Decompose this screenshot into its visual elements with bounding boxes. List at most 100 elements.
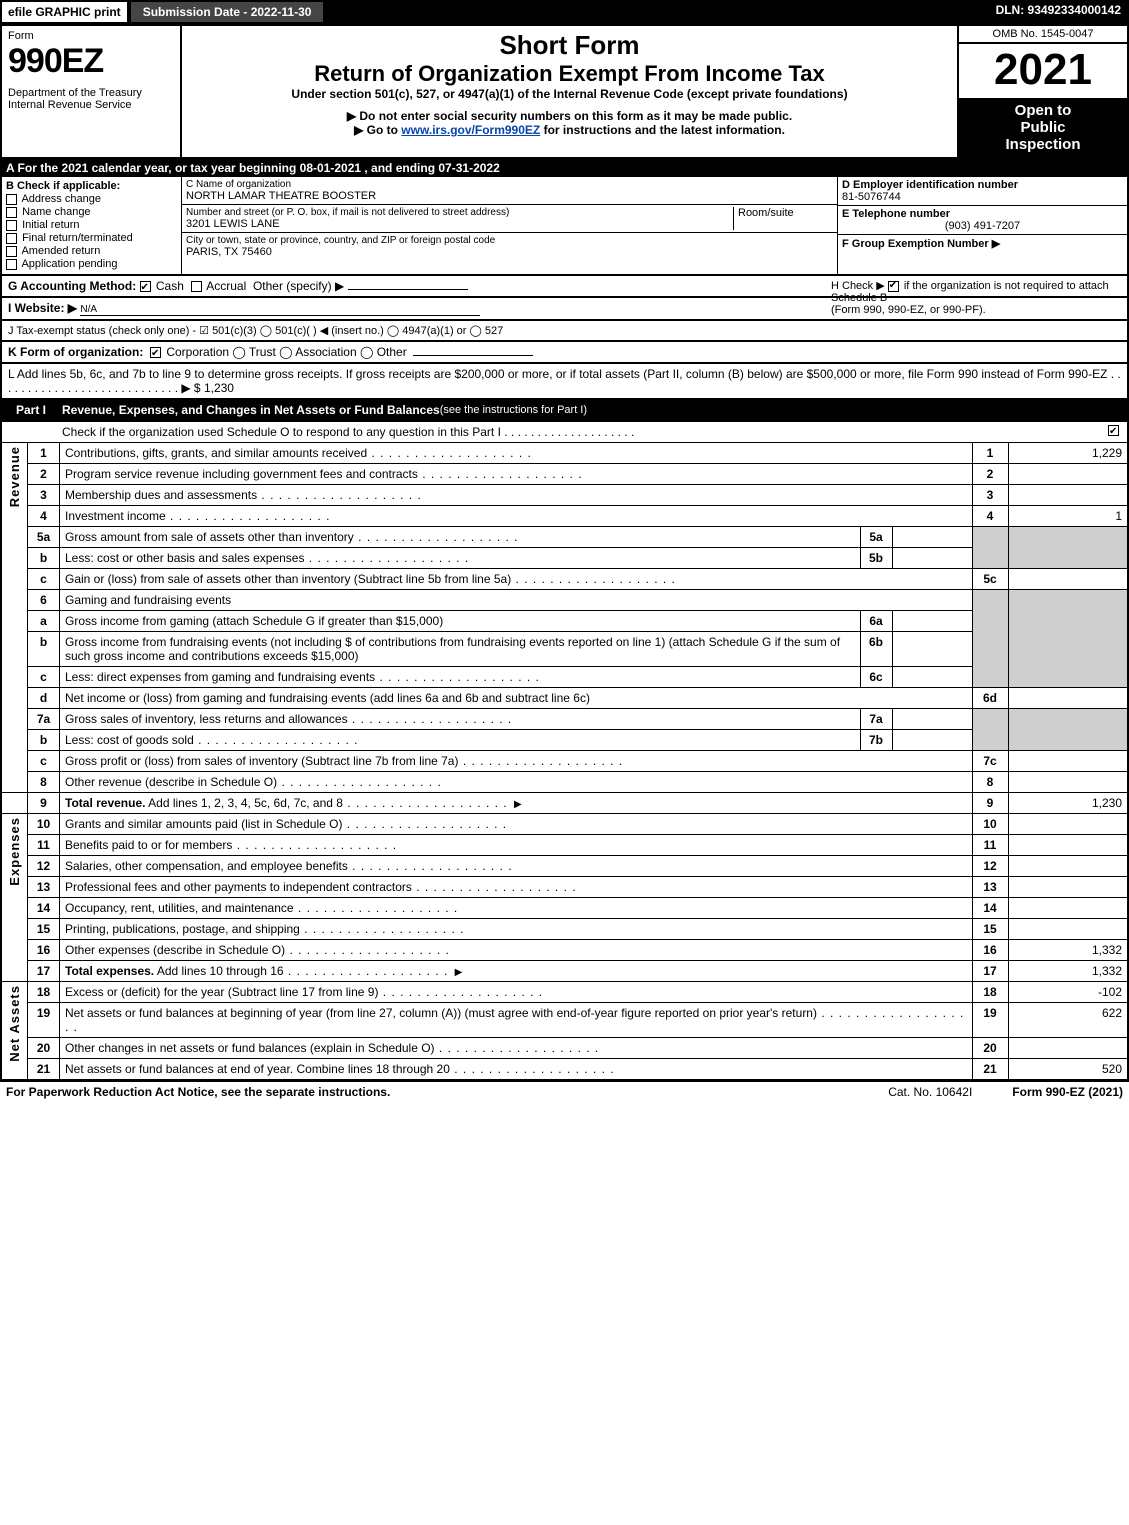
chk-name-change[interactable]: Name change: [6, 206, 177, 218]
part1-check-text: Check if the organization used Schedule …: [62, 425, 634, 439]
g-label: G Accounting Method:: [8, 279, 136, 293]
i-label: I Website: ▶: [8, 301, 77, 315]
part1-header: Part I Revenue, Expenses, and Changes in…: [0, 400, 1129, 422]
inspect2: Public: [963, 119, 1123, 136]
b-checkboxes: B Check if applicable: Address change Na…: [2, 177, 182, 274]
line-7b: bLess: cost of goods sold7b: [1, 730, 1128, 751]
line-5b: bLess: cost or other basis and sales exp…: [1, 548, 1128, 569]
line-6a: aGross income from gaming (attach Schedu…: [1, 611, 1128, 632]
footer-form: Form 990-EZ (2021): [1012, 1085, 1123, 1099]
goto-note: ▶ Go to www.irs.gov/Form990EZ for instru…: [188, 123, 951, 137]
chk-schedule-o[interactable]: [1108, 425, 1119, 436]
chk-accrual[interactable]: [191, 281, 202, 292]
part1-check-row: Check if the organization used Schedule …: [0, 422, 1129, 442]
street-address: 3201 LEWIS LANE: [186, 218, 733, 230]
irs-label: Internal Revenue Service: [8, 99, 174, 111]
line-6c: cLess: direct expenses from gaming and f…: [1, 667, 1128, 688]
chk-initial-return[interactable]: Initial return: [6, 219, 177, 231]
open-to-public: Open to Public Inspection: [959, 98, 1127, 157]
header-center: Short Form Return of Organization Exempt…: [182, 26, 957, 157]
line-13: 13Professional fees and other payments t…: [1, 877, 1128, 898]
city-row: City or town, state or province, country…: [182, 233, 837, 260]
return-title: Return of Organization Exempt From Incom…: [188, 61, 951, 87]
b-label: B Check if applicable:: [6, 180, 120, 192]
line-20: 20Other changes in net assets or fund ba…: [1, 1038, 1128, 1059]
phone: (903) 491-7207: [842, 220, 1123, 232]
chk-h[interactable]: [888, 281, 899, 292]
chk-address-change[interactable]: Address change: [6, 193, 177, 205]
e-label: E Telephone number: [842, 208, 950, 220]
tax-year: 2021: [959, 44, 1127, 98]
city-state-zip: PARIS, TX 75460: [186, 246, 833, 258]
g-other-input[interactable]: [348, 289, 468, 290]
line-11: 11Benefits paid to or for members11: [1, 835, 1128, 856]
f-label: F Group Exemption Number ▶: [842, 238, 1000, 250]
g-row: G Accounting Method: Cash Accrual Other …: [0, 276, 1129, 298]
part1-title: Revenue, Expenses, and Changes in Net As…: [62, 403, 440, 417]
line-2: 2Program service revenue including gover…: [1, 464, 1128, 485]
line-19: 19Net assets or fund balances at beginni…: [1, 1003, 1128, 1038]
chk-amended-return[interactable]: Amended return: [6, 245, 177, 257]
dln: DLN: 93492334000142: [988, 0, 1129, 24]
line-1: Revenue 1Contributions, gifts, grants, a…: [1, 443, 1128, 464]
f-row: F Group Exemption Number ▶: [838, 235, 1127, 252]
street-label: Number and street (or P. O. box, if mail…: [186, 207, 733, 218]
street-row: Number and street (or P. O. box, if mail…: [182, 205, 837, 233]
line-10: Expenses 10Grants and similar amounts pa…: [1, 814, 1128, 835]
chk-application-pending[interactable]: Application pending: [6, 258, 177, 270]
line-5c: cGain or (loss) from sale of assets othe…: [1, 569, 1128, 590]
ein: 81-5076744: [842, 191, 1123, 203]
city-label: City or town, state or province, country…: [186, 235, 833, 246]
header-left: Form 990EZ Department of the Treasury In…: [2, 26, 182, 157]
inspect3: Inspection: [963, 136, 1123, 153]
d-label: D Employer identification number: [842, 179, 1018, 191]
l-text: L Add lines 5b, 6c, and 7b to line 9 to …: [8, 367, 1121, 395]
line-4: 4Investment income41: [1, 506, 1128, 527]
efile-print-label[interactable]: efile GRAPHIC print: [0, 0, 129, 24]
part1-sub: (see the instructions for Part I): [440, 404, 587, 416]
line-8: 8Other revenue (describe in Schedule O)8: [1, 772, 1128, 793]
k-row: K Form of organization: Corporation ◯ Tr…: [0, 342, 1129, 364]
line-6d: dNet income or (loss) from gaming and fu…: [1, 688, 1128, 709]
line-18: Net Assets 18Excess or (deficit) for the…: [1, 982, 1128, 1003]
form-header: Form 990EZ Department of the Treasury In…: [0, 24, 1129, 159]
ssn-warning: ▶ Do not enter social security numbers o…: [188, 109, 951, 123]
room-suite-label: Room/suite: [733, 207, 833, 230]
chk-corporation[interactable]: [150, 347, 161, 358]
topbar: efile GRAPHIC print Submission Date - 20…: [0, 0, 1129, 24]
header-right: OMB No. 1545-0047 2021 Open to Public In…: [957, 26, 1127, 157]
l-row: L Add lines 5b, 6c, and 7b to line 9 to …: [0, 364, 1129, 400]
k-other-input[interactable]: [413, 355, 533, 356]
d-row: D Employer identification number 81-5076…: [838, 177, 1127, 206]
line-17: 17Total expenses. Add lines 10 through 1…: [1, 961, 1128, 982]
e-row: E Telephone number (903) 491-7207: [838, 206, 1127, 235]
irs-link[interactable]: www.irs.gov/Form990EZ: [401, 123, 540, 137]
footer-left: For Paperwork Reduction Act Notice, see …: [6, 1085, 390, 1099]
i-row: I Website: ▶ N/A: [0, 298, 1129, 321]
line-21: 21Net assets or fund balances at end of …: [1, 1059, 1128, 1081]
line-16: 16Other expenses (describe in Schedule O…: [1, 940, 1128, 961]
netassets-side-label: Net Assets: [1, 982, 28, 1081]
inspect1: Open to: [963, 102, 1123, 119]
line-7a: 7aGross sales of inventory, less returns…: [1, 709, 1128, 730]
line-3: 3Membership dues and assessments3: [1, 485, 1128, 506]
chk-cash[interactable]: [140, 281, 151, 292]
part1-lines-table: Revenue 1Contributions, gifts, grants, a…: [0, 442, 1129, 1081]
row-a-tax-year: A For the 2021 calendar year, or tax yea…: [0, 159, 1129, 177]
g-other: Other (specify) ▶: [253, 279, 344, 293]
expenses-side-label: Expenses: [1, 814, 28, 982]
line-9: 9Total revenue. Add lines 1, 2, 3, 4, 5c…: [1, 793, 1128, 814]
line-6b: bGross income from fundraising events (n…: [1, 632, 1128, 667]
c-name-row: C Name of organization NORTH LAMAR THEAT…: [182, 177, 837, 205]
b-right: D Employer identification number 81-5076…: [837, 177, 1127, 274]
k-label: K Form of organization:: [8, 345, 143, 359]
submission-date: Submission Date - 2022-11-30: [129, 0, 326, 24]
chk-final-return[interactable]: Final return/terminated: [6, 232, 177, 244]
c-label: C Name of organization: [186, 179, 833, 190]
l-amount: 1,230: [204, 381, 234, 395]
under-section: Under section 501(c), 527, or 4947(a)(1)…: [188, 87, 951, 101]
website-value: N/A: [80, 304, 480, 316]
line-12: 12Salaries, other compensation, and empl…: [1, 856, 1128, 877]
goto-post: for instructions and the latest informat…: [540, 123, 785, 137]
dept-treasury: Department of the Treasury: [8, 87, 174, 99]
